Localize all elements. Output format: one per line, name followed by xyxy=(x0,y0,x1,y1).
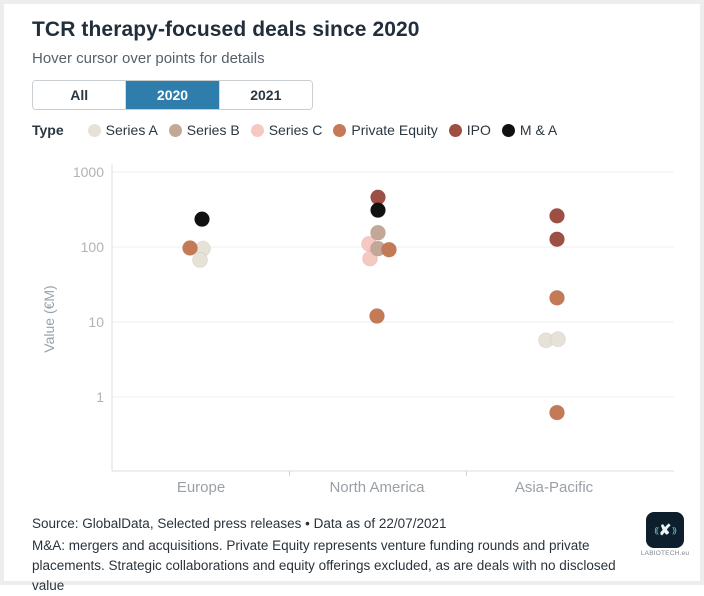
data-point[interactable]: M & A — North America: 310 xyxy=(370,202,386,219)
legend-item: Series A xyxy=(87,122,158,138)
data-point[interactable]: Private Equity — Europe: 97 xyxy=(182,239,198,256)
y-tick-labels: 1000 100 10 1 xyxy=(73,164,104,405)
data-point[interactable]: Series A — Europe: 67 xyxy=(192,252,208,269)
legend: Type Series A Series B Series C Private Equ… xyxy=(32,122,557,138)
data-point[interactable]: Series C — North America: 70 xyxy=(362,250,378,267)
tab-2020[interactable]: 2020 xyxy=(126,81,220,109)
x-category-label: Asia-Pacific xyxy=(515,479,594,496)
x-category-label: Europe xyxy=(177,479,225,496)
chart-svg: Value (€M) 1000 100 10 1 Europe North Americ… xyxy=(41,164,674,496)
tab-all[interactable]: All xyxy=(33,81,127,109)
y-tick-label: 1000 xyxy=(73,164,104,180)
data-point[interactable]: Private Equity — Asia-Pacific: 21 xyxy=(549,289,565,306)
legend-item: Private Equity xyxy=(333,122,438,138)
y-tick-label: 10 xyxy=(88,314,104,330)
legend-item: IPO xyxy=(448,122,491,138)
dna-helix-icon: ✘ xyxy=(658,522,672,539)
tab-2021[interactable]: 2021 xyxy=(219,81,312,109)
legend-item-label: Series A xyxy=(105,122,158,138)
data-point[interactable]: M & A — Europe: 235 xyxy=(194,211,210,228)
logo-right-waves-icon: )) xyxy=(672,525,676,535)
logo-caption: LABIOTECH.eu xyxy=(640,550,690,557)
legend-swatch-icon xyxy=(87,123,101,137)
page-title: TCR therapy-focused deals since 2020 xyxy=(32,18,420,41)
x-category-labels: Europe North America Asia-Pacific xyxy=(177,479,594,496)
legend-title: Type xyxy=(32,122,64,138)
legend-swatch-icon xyxy=(168,123,182,137)
source-text: Source: GlobalData, Selected press relea… xyxy=(32,516,447,531)
data-point[interactable]: Series A — Asia-Pacific: 5.9 xyxy=(550,331,566,348)
labiotech-logo-icon: (( ✘ )) xyxy=(646,512,684,548)
legend-item-label: Private Equity xyxy=(351,122,438,138)
legend-item-label: Series B xyxy=(186,122,240,138)
y-axis-title: Value (€M) xyxy=(41,285,57,352)
legend-swatch-icon xyxy=(250,123,264,137)
data-point[interactable]: Private Equity — Asia-Pacific: 0.62 xyxy=(549,404,565,421)
data-point[interactable]: IPO — Asia-Pacific: 127 xyxy=(549,231,565,248)
footnote-text: M&A: mergers and acquisitions. Private E… xyxy=(32,538,616,593)
data-points: Series C — North America: 110Series C — … xyxy=(182,189,566,421)
page-subtitle: Hover cursor over points for details xyxy=(32,50,265,67)
chart-area: Value (€M) 1000 100 10 1 Europe North Americ… xyxy=(4,154,704,509)
legend-swatch-icon xyxy=(448,123,462,137)
labiotech-logo: (( ✘ )) LABIOTECH.eu xyxy=(640,512,690,557)
legend-swatch-icon xyxy=(333,123,347,137)
legend-item: M & A xyxy=(501,122,558,138)
legend-item: Series B xyxy=(168,122,240,138)
y-tick-label: 100 xyxy=(81,239,105,255)
data-point[interactable]: Private Equity — North America: 92 xyxy=(381,241,397,258)
legend-item-label: Series C xyxy=(268,122,323,138)
footer: Source: GlobalData, Selected press relea… xyxy=(32,514,640,596)
legend-item-label: IPO xyxy=(466,122,491,138)
legend-item: Series C xyxy=(250,122,323,138)
data-point[interactable]: Series B — North America: 155 xyxy=(370,224,386,241)
data-point[interactable]: Private Equity — North America: 12 xyxy=(369,308,385,325)
y-tick-label: 1 xyxy=(96,389,104,405)
legend-swatch-icon xyxy=(501,123,515,137)
data-point[interactable]: IPO — Asia-Pacific: 260 xyxy=(549,207,565,224)
year-filter-tabs: All 2020 2021 xyxy=(32,80,313,110)
gridlines xyxy=(112,171,674,398)
legend-items: Series A Series B Series C Private Equity IP… xyxy=(87,122,558,138)
x-category-label: North America xyxy=(329,479,425,496)
legend-item-label: M & A xyxy=(519,122,558,138)
logo-left-waves-icon: (( xyxy=(654,525,658,535)
